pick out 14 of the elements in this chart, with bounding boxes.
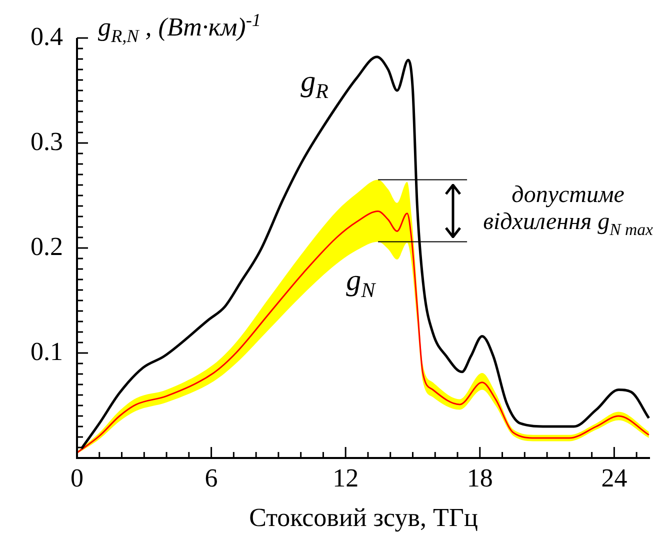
x-tick-label: 18 [466, 463, 493, 492]
y-tick-label: 0.3 [30, 126, 63, 156]
x-tick-label: 6 [204, 463, 218, 492]
series-label: g$_{R}$ [300, 65, 328, 104]
y-tick-label: 0.2 [30, 232, 63, 261]
x-tick-label: 24 [601, 463, 628, 492]
y-tick-label: 0.4 [30, 22, 63, 51]
x-axis-title: Стоксовий зсув, ТГц [249, 503, 478, 532]
annotation: допустиме відхилення g$_{N max}$ [482, 182, 654, 240]
y-tick-label: 0.1 [30, 336, 63, 366]
x-tick-label: 0 [70, 463, 84, 492]
y-axis-title: g$_{R,N}$ , (Вт·км)$^{-1}$ [98, 10, 261, 47]
series-label: g$_{N}$ [346, 264, 376, 302]
x-tick-label: 12 [332, 463, 359, 492]
